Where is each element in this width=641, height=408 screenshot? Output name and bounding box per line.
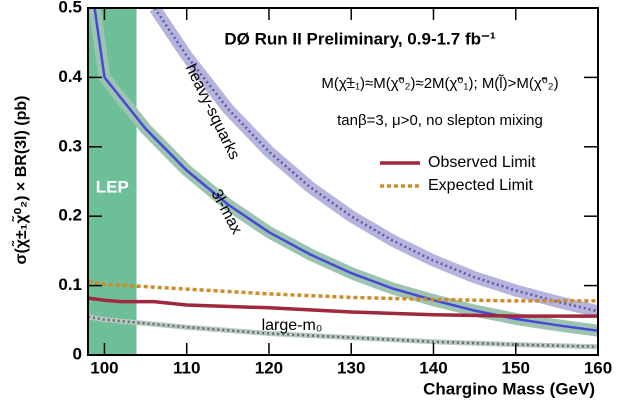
legend-label: Expected Limit	[428, 177, 533, 194]
curve-label: large-m₀	[262, 317, 323, 334]
series-line	[88, 296, 598, 318]
x-tick-label: 100	[90, 358, 118, 377]
y-tick-label: 0.4	[58, 67, 82, 86]
y-axis-label: σ(χ̃±₁χ̃⁰₂) × BR(3l) (pb)	[10, 96, 30, 265]
plot-frame	[87, 7, 599, 356]
shaded-region	[88, 8, 137, 355]
series-line	[88, 279, 598, 303]
series-line	[153, 8, 598, 313]
x-tick-label: 130	[337, 358, 365, 377]
annotation: M(χ̃±₁)≈M(χ̃⁰₂)≈2M(χ̃⁰₁); M(l̃)>M(χ̃⁰₂)	[321, 74, 558, 92]
y-tick-label: 0.5	[58, 0, 82, 16]
x-tick-label: 150	[502, 358, 530, 377]
x-tick-label: 120	[255, 358, 283, 377]
x-tick-label: 110	[173, 358, 200, 377]
legend-label: Observed Limit	[428, 154, 536, 171]
x-tick-label: 160	[584, 358, 612, 377]
y-tick-label: 0.1	[58, 275, 82, 294]
annotation: tanβ=3, μ>0, no slepton mixing	[337, 112, 543, 129]
x-tick-label: 140	[419, 358, 447, 377]
chart-title: DØ Run II Preliminary, 0.9-1.7 fb⁻¹	[224, 29, 496, 48]
plot-layer: LEP	[88, 8, 598, 355]
y-tick-label: 0.3	[58, 136, 82, 155]
x-axis-label: Chargino Mass (GeV)	[423, 379, 595, 398]
series-line	[88, 315, 598, 348]
region-label: LEP	[96, 177, 129, 196]
y-tick-label: 0	[73, 344, 82, 363]
y-tick-label: 0.2	[58, 206, 82, 225]
